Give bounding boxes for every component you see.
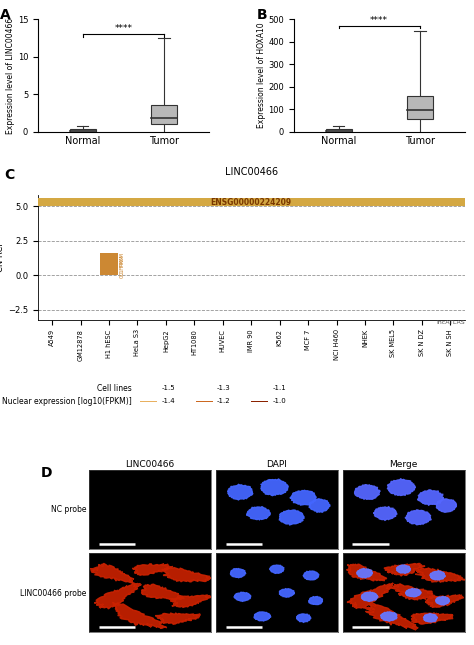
Polygon shape: [132, 564, 173, 575]
Text: NC probe: NC probe: [51, 504, 87, 513]
Text: ****: ****: [370, 16, 388, 25]
Polygon shape: [392, 584, 438, 600]
Polygon shape: [381, 612, 397, 621]
Y-axis label: Expression level of HOXA10: Expression level of HOXA10: [256, 23, 265, 128]
Polygon shape: [270, 565, 284, 573]
Polygon shape: [356, 568, 373, 578]
Polygon shape: [162, 568, 213, 582]
Text: -1.0: -1.0: [273, 399, 286, 404]
Polygon shape: [234, 592, 251, 601]
Polygon shape: [113, 602, 167, 628]
Y-axis label: CN RCI: CN RCI: [0, 243, 5, 272]
Text: 0.1 FPKM: 0.1 FPKM: [120, 253, 125, 278]
Polygon shape: [425, 595, 464, 608]
Polygon shape: [346, 564, 387, 580]
Text: lncATLAS: lncATLAS: [436, 319, 465, 324]
Polygon shape: [303, 571, 319, 580]
Polygon shape: [415, 567, 465, 582]
Polygon shape: [411, 613, 453, 624]
Text: ENSG00000224209: ENSG00000224209: [210, 198, 292, 206]
Text: -1.1: -1.1: [273, 385, 286, 391]
Polygon shape: [355, 484, 380, 499]
Text: LINC00466 probe: LINC00466 probe: [20, 589, 87, 598]
Text: Cell lines: Cell lines: [97, 384, 132, 393]
Polygon shape: [430, 571, 445, 580]
Polygon shape: [424, 613, 437, 622]
Title: LINC00466: LINC00466: [225, 168, 278, 177]
Text: D: D: [40, 466, 52, 480]
Polygon shape: [405, 510, 431, 524]
Polygon shape: [254, 612, 271, 621]
Text: -1.4: -1.4: [162, 399, 175, 404]
Bar: [151, 105, 177, 124]
Polygon shape: [396, 565, 410, 573]
Polygon shape: [406, 588, 421, 597]
Polygon shape: [361, 592, 378, 601]
Text: ****: ****: [114, 24, 132, 33]
Polygon shape: [171, 595, 211, 608]
Text: C: C: [4, 168, 14, 181]
Polygon shape: [387, 479, 416, 495]
Polygon shape: [279, 510, 304, 525]
Title: LINC00466: LINC00466: [126, 461, 175, 470]
Polygon shape: [228, 484, 253, 500]
Polygon shape: [347, 583, 393, 608]
Bar: [38, 199, 465, 206]
Polygon shape: [437, 499, 457, 512]
Polygon shape: [94, 583, 141, 609]
Polygon shape: [230, 568, 246, 578]
Title: Merge: Merge: [389, 461, 418, 470]
Text: -1.5: -1.5: [162, 385, 175, 391]
Polygon shape: [141, 584, 184, 600]
Polygon shape: [261, 479, 288, 495]
Title: DAPI: DAPI: [266, 461, 287, 470]
Polygon shape: [418, 490, 444, 505]
Polygon shape: [296, 614, 311, 622]
Bar: [326, 129, 352, 132]
Text: 0 FPKM: 0 FPKM: [120, 255, 125, 275]
Text: Nuclear expression [log10(FPKM)]: Nuclear expression [log10(FPKM)]: [2, 397, 132, 406]
Polygon shape: [436, 597, 449, 605]
Polygon shape: [155, 613, 201, 624]
Bar: [70, 128, 96, 132]
Bar: [407, 95, 433, 119]
Polygon shape: [374, 507, 397, 521]
Polygon shape: [384, 564, 425, 576]
Polygon shape: [246, 507, 270, 520]
Polygon shape: [309, 597, 322, 604]
Text: -1.2: -1.2: [217, 399, 231, 404]
Text: -1.3: -1.3: [217, 385, 231, 391]
Text: A: A: [0, 8, 11, 22]
Text: B: B: [256, 8, 267, 22]
Y-axis label: Expression level of LINC00466: Expression level of LINC00466: [6, 17, 15, 134]
Polygon shape: [290, 490, 316, 505]
Polygon shape: [309, 499, 330, 512]
Polygon shape: [90, 563, 134, 583]
Polygon shape: [279, 589, 294, 597]
Bar: [100, 253, 118, 275]
Polygon shape: [365, 603, 418, 630]
